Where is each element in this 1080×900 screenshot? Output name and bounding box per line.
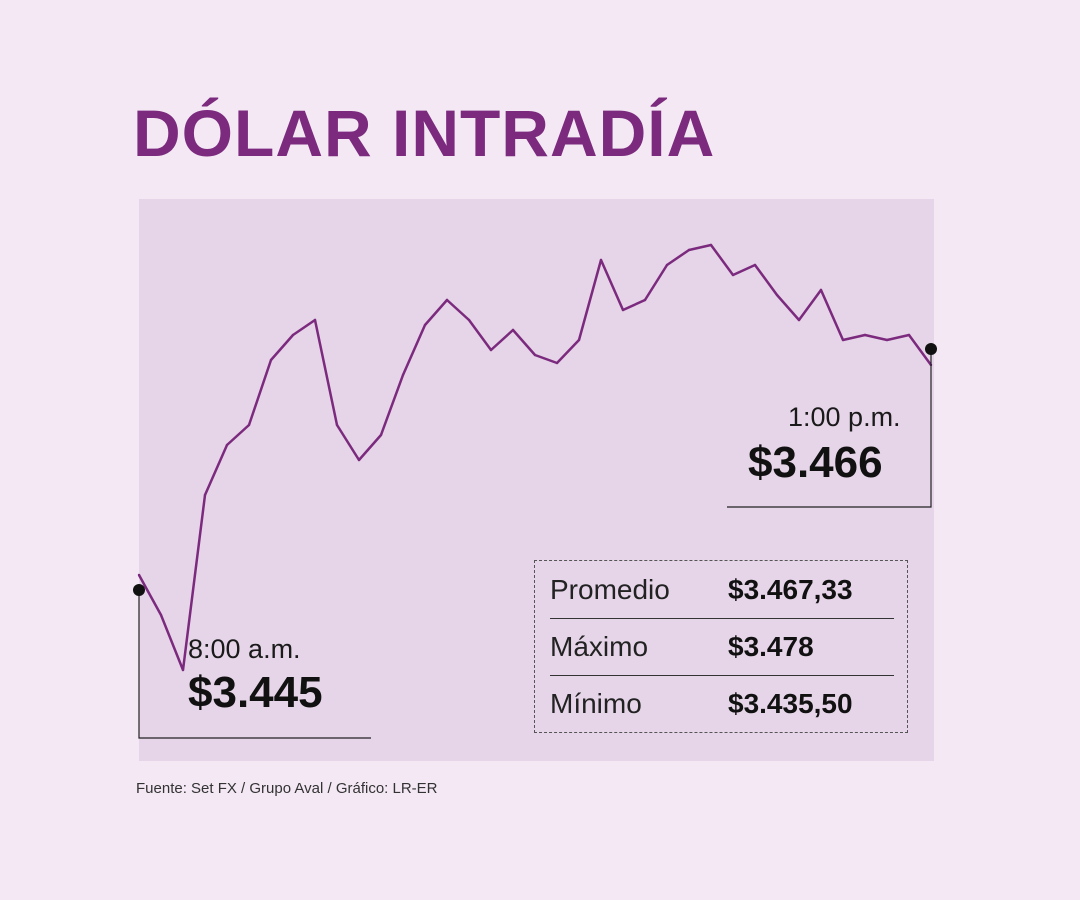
stat-label: Promedio	[550, 573, 670, 605]
start-leader-line	[138, 590, 371, 739]
data-point-8-05	[181, 668, 185, 672]
data-point-11-00	[665, 263, 669, 267]
data-point-8-18	[225, 443, 229, 447]
start-value-label: $3.445	[188, 668, 323, 717]
data-point-12-10	[819, 288, 823, 292]
chart-title: DÓLAR INTRADÍA	[133, 96, 716, 170]
data-point-8-53	[357, 458, 361, 462]
start-marker	[133, 584, 145, 596]
stat-row-average: Promedio $3.467,33	[550, 561, 894, 619]
data-point-10-40	[621, 308, 625, 312]
data-point-9-13	[423, 323, 427, 327]
stat-value: $3.467,33	[728, 573, 853, 605]
end-marker	[925, 343, 937, 355]
data-point-11-30	[731, 273, 735, 277]
stat-row-min: Mínimo $3.435,50	[550, 675, 894, 732]
end-leader-line	[727, 349, 932, 508]
data-point-9-40	[489, 348, 493, 352]
end-time-label: 1:00 p.m.	[788, 402, 901, 432]
data-point-9-20	[445, 298, 449, 302]
start-time-label: 8:00 a.m.	[188, 634, 301, 664]
data-point-9-00	[379, 433, 383, 437]
data-point-8-02	[159, 613, 163, 617]
stat-row-max: Máximo $3.478	[550, 618, 894, 676]
data-point-10-30	[599, 258, 603, 262]
stat-value: $3.435,50	[728, 687, 853, 719]
stat-label: Mínimo	[550, 687, 642, 719]
source-note: Fuente: Set FX / Grupo Aval / Gráfico: L…	[136, 780, 438, 797]
data-point-9-06	[401, 373, 405, 377]
stats-box: Promedio $3.467,33 Máximo $3.478 Mínimo …	[534, 560, 908, 733]
data-point-10-10	[555, 361, 559, 365]
stat-label: Máximo	[550, 630, 649, 662]
end-value-label: $3.466	[748, 438, 883, 487]
data-point-11-20	[709, 243, 713, 247]
data-point-12-20	[841, 338, 845, 342]
stat-value: $3.478	[728, 630, 814, 662]
data-point-9-30	[467, 318, 471, 322]
data-point-11-50	[775, 293, 779, 297]
data-point-8-35	[291, 333, 295, 337]
data-point-10-50	[643, 298, 647, 302]
data-point-10-20	[577, 338, 581, 342]
data-point-12-40	[885, 338, 889, 342]
data-point-8-25	[247, 423, 251, 427]
data-point-10-00	[533, 353, 537, 357]
data-point-8-12	[203, 493, 207, 497]
data-point-12-00	[797, 318, 801, 322]
data-point-8-40	[313, 318, 317, 322]
data-point-8-30	[269, 358, 273, 362]
data-point-12-30	[863, 333, 867, 337]
data-point-12-50	[907, 333, 911, 337]
data-point-11-10	[687, 248, 691, 252]
data-point-9-50	[511, 328, 515, 332]
data-point-11-40	[753, 263, 757, 267]
data-point-8-46	[335, 423, 339, 427]
series-points	[137, 243, 933, 672]
series-area	[139, 245, 931, 761]
data-point-8-00	[137, 573, 141, 577]
